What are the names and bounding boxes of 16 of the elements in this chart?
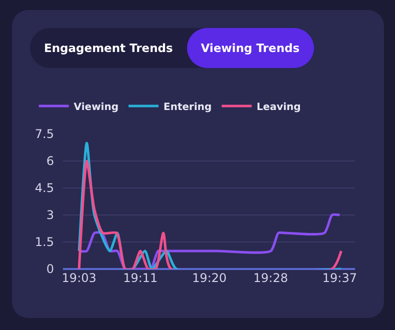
y-tick-label: 4.5 — [34, 181, 54, 196]
y-tick-label: 7.5 — [34, 127, 54, 142]
x-tick-label: 19:28 — [253, 271, 288, 285]
x-tick-label: 19:37 — [322, 271, 357, 285]
y-tick-label: 3 — [46, 208, 54, 222]
x-tick-label: 19:11 — [123, 271, 158, 285]
legend-label: Leaving — [256, 102, 301, 113]
legend-label: Viewing — [74, 102, 119, 113]
x-tick-label: 19:20 — [192, 271, 227, 285]
text: Engagement Trends — [43, 40, 174, 57]
text: Viewing Trends — [186, 28, 314, 68]
y-tick-label: 0 — [46, 262, 54, 276]
x-tick-label: 19:03 — [62, 271, 96, 285]
y-tick-label: 6 — [46, 154, 54, 168]
y-tick-label: 1.5 — [34, 235, 54, 250]
legend-label: Entering — [164, 102, 212, 113]
